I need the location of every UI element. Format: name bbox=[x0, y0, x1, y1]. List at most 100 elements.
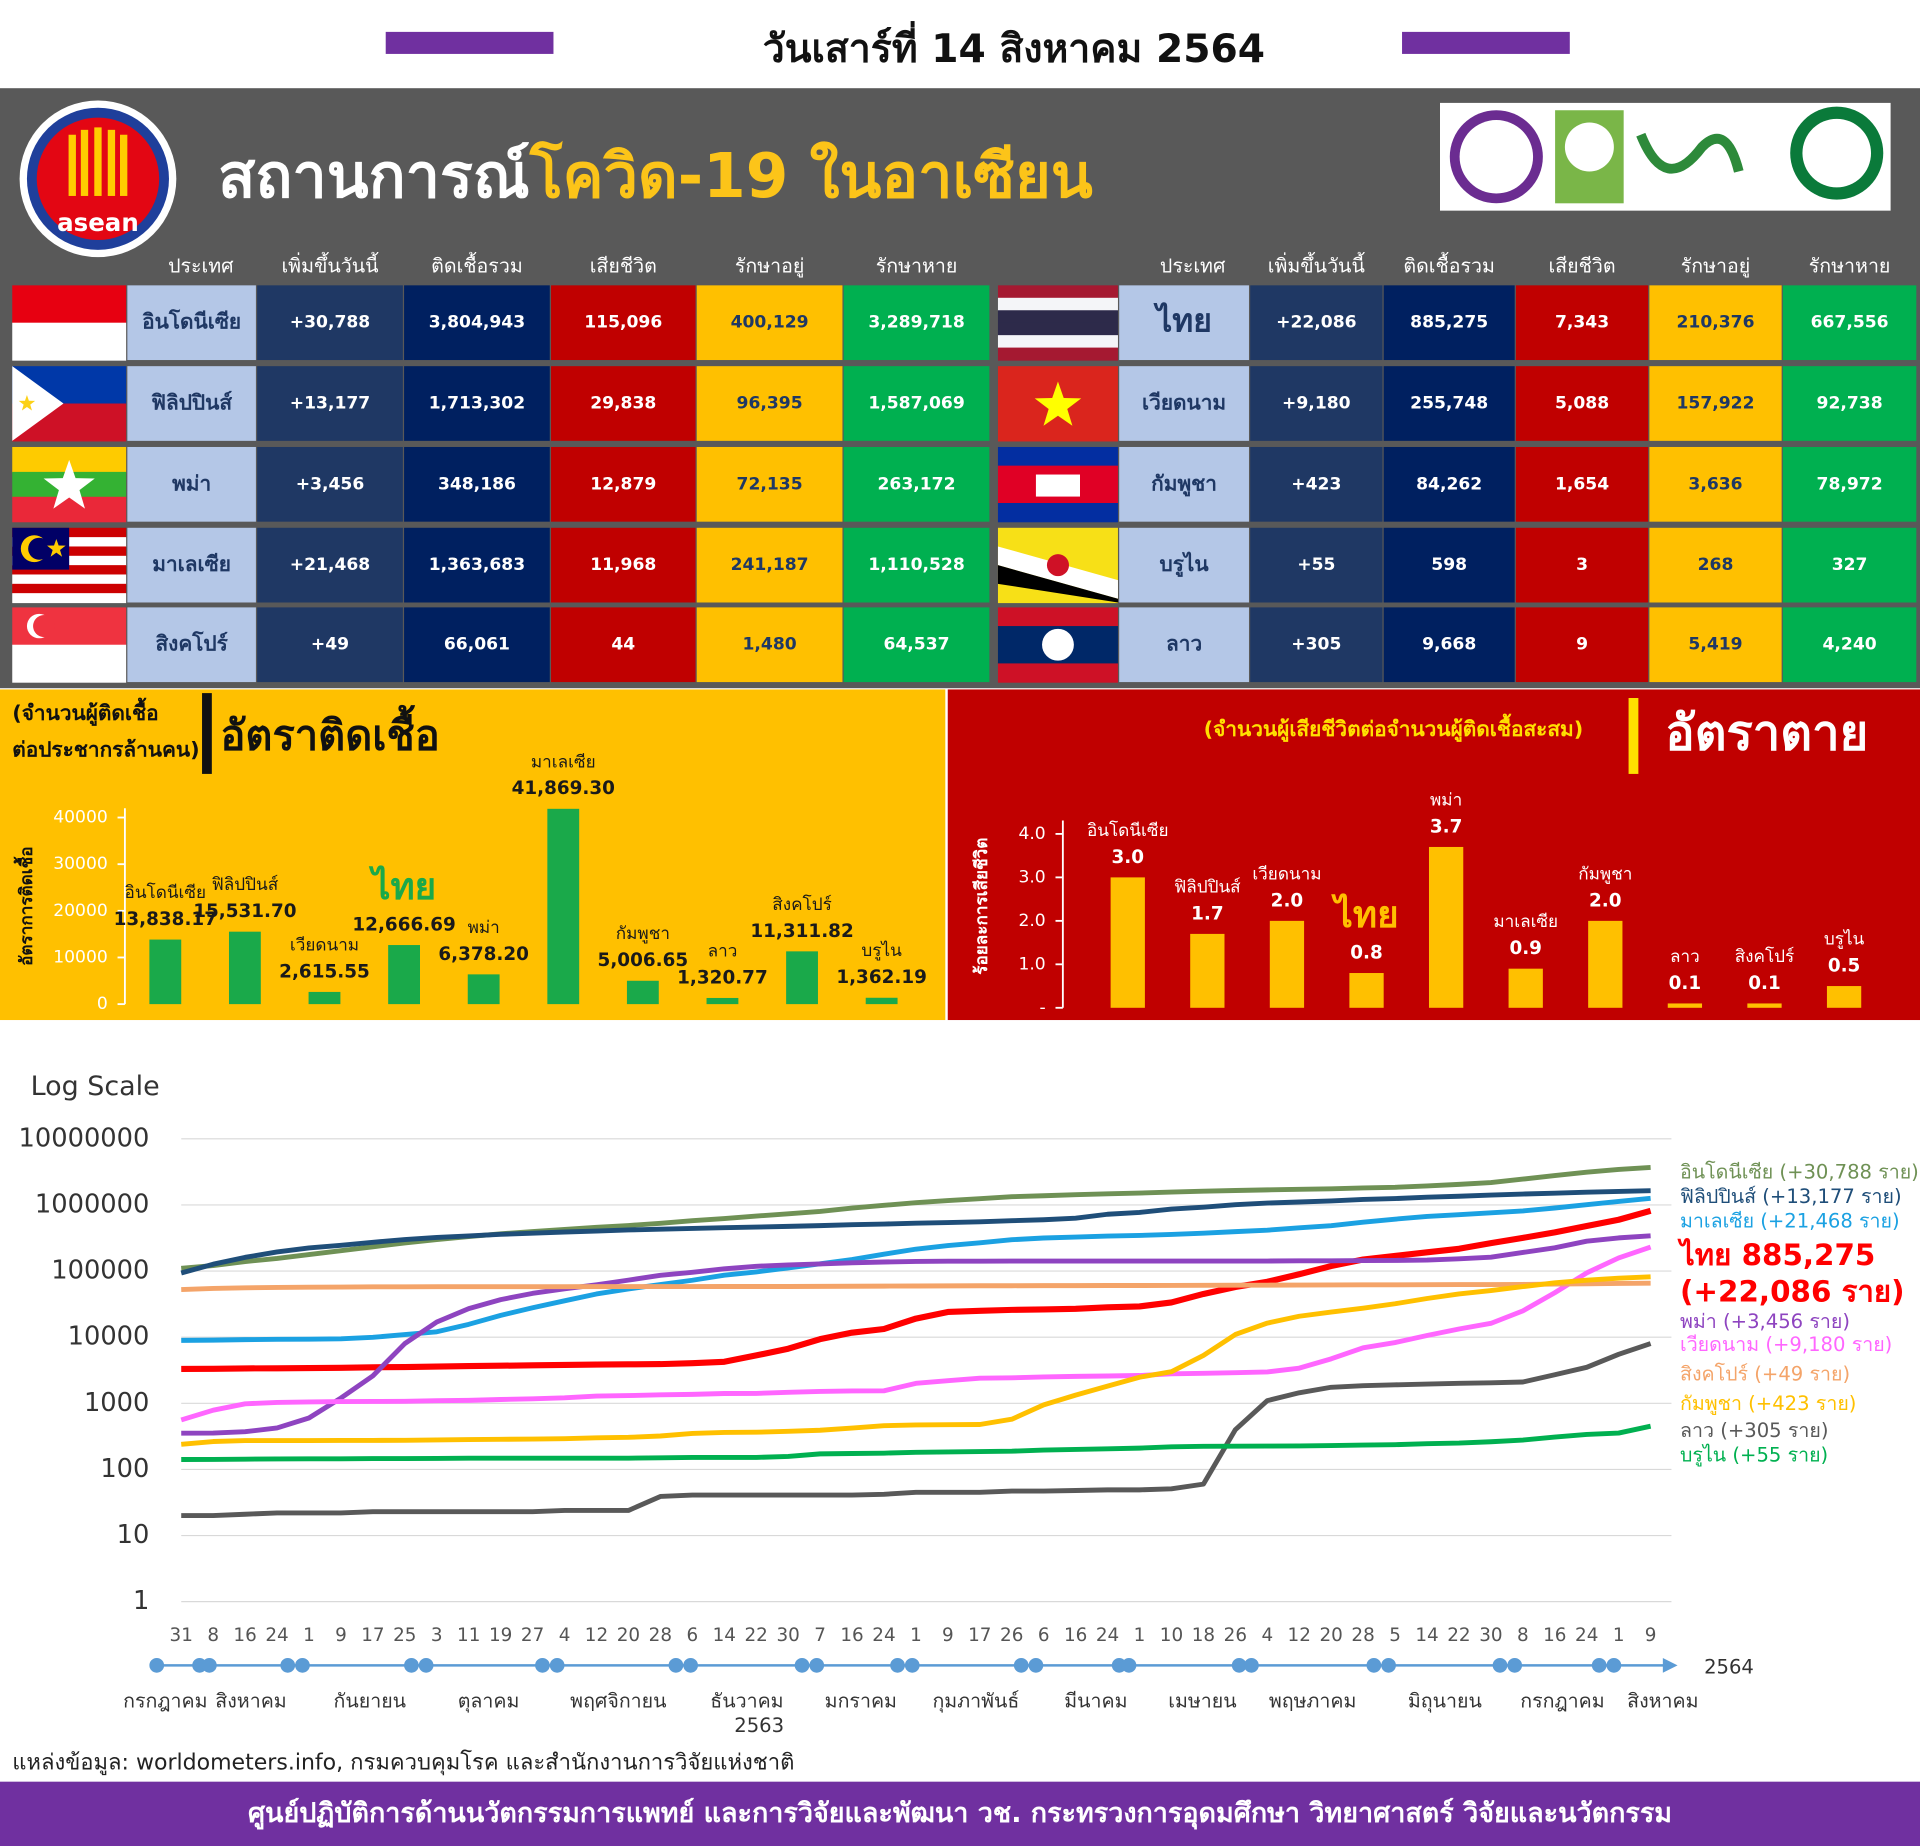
table-value: 400,129 bbox=[731, 313, 809, 333]
timeline-dot bbox=[418, 1658, 434, 1673]
title-main: สถานการณ์ bbox=[218, 141, 530, 212]
legend-label: สิงคโปร์ (+49 ราย) bbox=[1680, 1363, 1850, 1386]
flag-band bbox=[997, 565, 1118, 603]
bar bbox=[1508, 968, 1543, 1008]
column-header: รักษาอยู่ bbox=[735, 254, 804, 278]
table-cell bbox=[696, 285, 843, 361]
table-value: 12,879 bbox=[590, 474, 656, 494]
highlight-category-label: ไทย bbox=[368, 865, 436, 908]
timeline-dot bbox=[202, 1658, 217, 1673]
table-value: 255,748 bbox=[1410, 394, 1488, 414]
x-tick-label: 16 bbox=[1543, 1625, 1566, 1646]
table-cell bbox=[551, 527, 696, 603]
bar-value-label: 1,320.77 bbox=[677, 967, 768, 988]
table-value: 5,419 bbox=[1688, 635, 1742, 655]
logo-rice bbox=[68, 127, 128, 196]
timeline-dot bbox=[1492, 1658, 1508, 1673]
table-value: 29,838 bbox=[590, 394, 656, 414]
table-value: 1,110,528 bbox=[868, 555, 964, 575]
timeline-dot bbox=[1013, 1658, 1029, 1673]
table-cell bbox=[551, 607, 696, 683]
category-label: มาเลเซีย bbox=[531, 752, 596, 772]
flag-stripe bbox=[997, 310, 1118, 324]
x-tick-label: 19 bbox=[489, 1625, 512, 1646]
table-cell bbox=[257, 366, 403, 441]
category-label: พม่า bbox=[1430, 790, 1462, 810]
flag-stripe bbox=[997, 285, 1118, 299]
bar-value-label: 3.0 bbox=[1111, 847, 1144, 868]
x-tick-label: 14 bbox=[713, 1625, 736, 1646]
x-tick-label: 28 bbox=[649, 1625, 672, 1646]
legend-label: กัมพูชา (+423 ราย) bbox=[1680, 1392, 1856, 1416]
y-tick-label: - bbox=[1040, 998, 1046, 1018]
flag-stripe bbox=[12, 496, 127, 523]
table-cell bbox=[1782, 446, 1917, 522]
country-name: ไทย bbox=[1153, 302, 1212, 340]
category-label: กัมพูชา bbox=[1578, 864, 1632, 884]
x-tick-label: 31 bbox=[170, 1625, 193, 1646]
bar-value-label: 12,666.69 bbox=[352, 914, 455, 935]
bar bbox=[1349, 973, 1384, 1008]
table-value: +49 bbox=[311, 635, 349, 655]
y-tick-label: 10000 bbox=[68, 1322, 150, 1352]
table-value: 1,587,069 bbox=[868, 394, 964, 414]
y-axis-label: ร้อยละการเสียชีวิต bbox=[971, 838, 992, 975]
table-cell bbox=[1515, 285, 1649, 361]
month-label: พฤษภาคม bbox=[1269, 1690, 1357, 1713]
x-tick-label: 12 bbox=[585, 1625, 608, 1646]
table-value: 3,804,943 bbox=[429, 313, 525, 333]
timeline-dot bbox=[295, 1658, 310, 1673]
x-tick-label: 24 bbox=[1096, 1625, 1119, 1646]
x-tick-label: 5 bbox=[1389, 1625, 1401, 1646]
bar-value-label: 41,869.30 bbox=[512, 778, 615, 799]
table-value: 78,972 bbox=[1817, 474, 1883, 494]
table-cell bbox=[1515, 607, 1649, 683]
x-tick-label: 30 bbox=[776, 1625, 799, 1646]
bar bbox=[467, 974, 500, 1005]
bar bbox=[1269, 920, 1305, 1008]
x-tick-label: 9 bbox=[1645, 1625, 1657, 1646]
flag-stripe bbox=[12, 546, 127, 557]
table-value: 66,061 bbox=[444, 635, 510, 655]
chart-title: อัตราติดเชื้อ bbox=[220, 704, 439, 759]
table-value: +30,788 bbox=[290, 313, 370, 333]
flag-moon bbox=[33, 615, 56, 638]
series-line bbox=[181, 1195, 1651, 1343]
deco-bar bbox=[1402, 31, 1570, 54]
month-label: สิงหาคม bbox=[1627, 1690, 1698, 1713]
logo bbox=[1636, 132, 1744, 174]
month-label: สิงหาคม bbox=[215, 1690, 286, 1713]
legend-label: ฟิลิปปินส์ (+13,177 ราย) bbox=[1680, 1185, 1902, 1208]
flag-stripe bbox=[997, 322, 1118, 336]
bar bbox=[1667, 1003, 1703, 1008]
y-tick-label: 2.0 bbox=[1018, 911, 1045, 931]
x-tick-label: 17 bbox=[968, 1625, 991, 1646]
title-bar bbox=[1628, 698, 1639, 774]
table-value: 157,922 bbox=[1677, 394, 1755, 414]
month-label: ธันวาคม bbox=[710, 1690, 783, 1713]
legend-label: บรูไน (+55 ราย) bbox=[1680, 1443, 1828, 1467]
table-value: 7,343 bbox=[1555, 313, 1609, 333]
x-tick-label: 9 bbox=[942, 1625, 954, 1646]
bar-value-label: 13,838.17 bbox=[114, 909, 217, 930]
table-cell bbox=[696, 366, 843, 441]
chart-subtitle: ต่อประชากรล้านคน) bbox=[12, 738, 199, 762]
timeline-dot bbox=[1606, 1658, 1622, 1673]
bar-value-label: 5,006.65 bbox=[598, 950, 689, 971]
table-cell bbox=[843, 366, 990, 441]
flag-stripe bbox=[12, 593, 127, 604]
column-header: ติดเชื้อรวม bbox=[431, 251, 523, 277]
table-cell bbox=[404, 446, 550, 522]
flag-stripe bbox=[997, 297, 1118, 311]
column-header: เสียชีวิต bbox=[590, 254, 657, 277]
bar-value-label: 2.0 bbox=[1589, 890, 1622, 911]
category-label: อินโดนีเซีย bbox=[125, 882, 207, 903]
title-highlight: โควิด-19 ในอาเซียน bbox=[529, 140, 1093, 212]
x-tick-label: 27 bbox=[521, 1625, 544, 1646]
bar bbox=[786, 951, 818, 1005]
series-line bbox=[180, 1188, 1651, 1276]
legend-label: พม่า (+3,456 ราย) bbox=[1680, 1310, 1850, 1333]
bar bbox=[1428, 846, 1464, 1008]
flag-stripe bbox=[997, 347, 1118, 361]
